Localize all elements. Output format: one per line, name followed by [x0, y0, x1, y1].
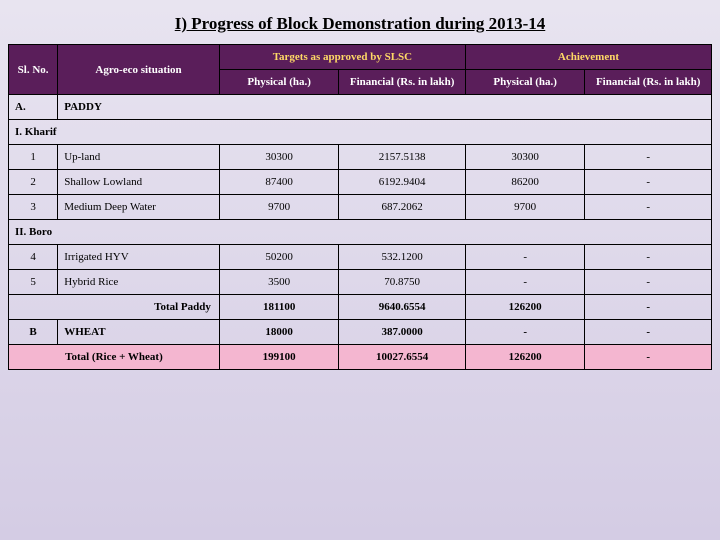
hdr-aphys: Physical (ha.) [465, 70, 585, 95]
cell-tphys: 87400 [219, 170, 339, 195]
total-all-label: Total (Rice + Wheat) [9, 345, 220, 370]
boro-row: II. Boro [9, 220, 712, 245]
cell-agro: Medium Deep Water [58, 195, 220, 220]
cell-aphys: - [465, 320, 585, 345]
cell-tphys: 50200 [219, 245, 339, 270]
cell-afin: - [585, 345, 712, 370]
cell-agro: Hybrid Rice [58, 270, 220, 295]
kharif-label: I. Kharif [9, 120, 712, 145]
hdr-agro: Agro-eco situation [58, 45, 220, 95]
cell-sl: 4 [9, 245, 58, 270]
hdr-achievement: Achievement [465, 45, 711, 70]
cell-tfin: 6192.9404 [339, 170, 466, 195]
cell-tfin: 2157.5138 [339, 145, 466, 170]
page-title: I) Progress of Block Demonstration durin… [8, 8, 712, 44]
cell-afin: - [585, 270, 712, 295]
cell-aphys: 86200 [465, 170, 585, 195]
table-row: 1 Up-land 30300 2157.5138 30300 - [9, 145, 712, 170]
cell-agro: Shallow Lowland [58, 170, 220, 195]
table-row: 3 Medium Deep Water 9700 687.2062 9700 - [9, 195, 712, 220]
cell-afin: - [585, 245, 712, 270]
wheat-agro: WHEAT [58, 320, 220, 345]
cell-aphys: 30300 [465, 145, 585, 170]
hdr-sl: Sl. No. [9, 45, 58, 95]
cell-tfin: 532.1200 [339, 245, 466, 270]
cell-aphys: - [465, 270, 585, 295]
cell-agro: Up-land [58, 145, 220, 170]
boro-label: II. Boro [9, 220, 712, 245]
section-a-row: A. PADDY [9, 95, 712, 120]
cell-agro: Irrigated HYV [58, 245, 220, 270]
data-table: Sl. No. Agro-eco situation Targets as ap… [8, 44, 712, 370]
wheat-sl: B [9, 320, 58, 345]
cell-aphys: 9700 [465, 195, 585, 220]
table-row: 2 Shallow Lowland 87400 6192.9404 86200 … [9, 170, 712, 195]
cell-aphys: - [465, 245, 585, 270]
cell-tphys: 9700 [219, 195, 339, 220]
kharif-row: I. Kharif [9, 120, 712, 145]
hdr-tfin: Financial (Rs. in lakh) [339, 70, 466, 95]
cell-tfin: 387.0000 [339, 320, 466, 345]
cell-sl: 1 [9, 145, 58, 170]
cell-tphys: 3500 [219, 270, 339, 295]
total-all-row: Total (Rice + Wheat) 199100 10027.6554 1… [9, 345, 712, 370]
cell-afin: - [585, 295, 712, 320]
hdr-targets: Targets as approved by SLSC [219, 45, 465, 70]
hdr-tphys: Physical (ha.) [219, 70, 339, 95]
cell-tphys: 30300 [219, 145, 339, 170]
hdr-afin: Financial (Rs. in lakh) [585, 70, 712, 95]
cell-tphys: 181100 [219, 295, 339, 320]
cell-tfin: 70.8750 [339, 270, 466, 295]
wheat-row: B WHEAT 18000 387.0000 - - [9, 320, 712, 345]
cell-aphys: 126200 [465, 345, 585, 370]
cell-tphys: 199100 [219, 345, 339, 370]
cell-afin: - [585, 145, 712, 170]
section-a-name: PADDY [58, 95, 712, 120]
cell-tfin: 687.2062 [339, 195, 466, 220]
cell-tfin: 10027.6554 [339, 345, 466, 370]
table-row: 4 Irrigated HYV 50200 532.1200 - - [9, 245, 712, 270]
cell-aphys: 126200 [465, 295, 585, 320]
cell-afin: - [585, 320, 712, 345]
cell-tfin: 9640.6554 [339, 295, 466, 320]
cell-afin: - [585, 195, 712, 220]
table-row: 5 Hybrid Rice 3500 70.8750 - - [9, 270, 712, 295]
cell-afin: - [585, 170, 712, 195]
cell-sl: 3 [9, 195, 58, 220]
total-paddy-row: Total Paddy 181100 9640.6554 126200 - [9, 295, 712, 320]
cell-tphys: 18000 [219, 320, 339, 345]
total-paddy-label: Total Paddy [9, 295, 220, 320]
section-a-label: A. [9, 95, 58, 120]
cell-sl: 5 [9, 270, 58, 295]
cell-sl: 2 [9, 170, 58, 195]
